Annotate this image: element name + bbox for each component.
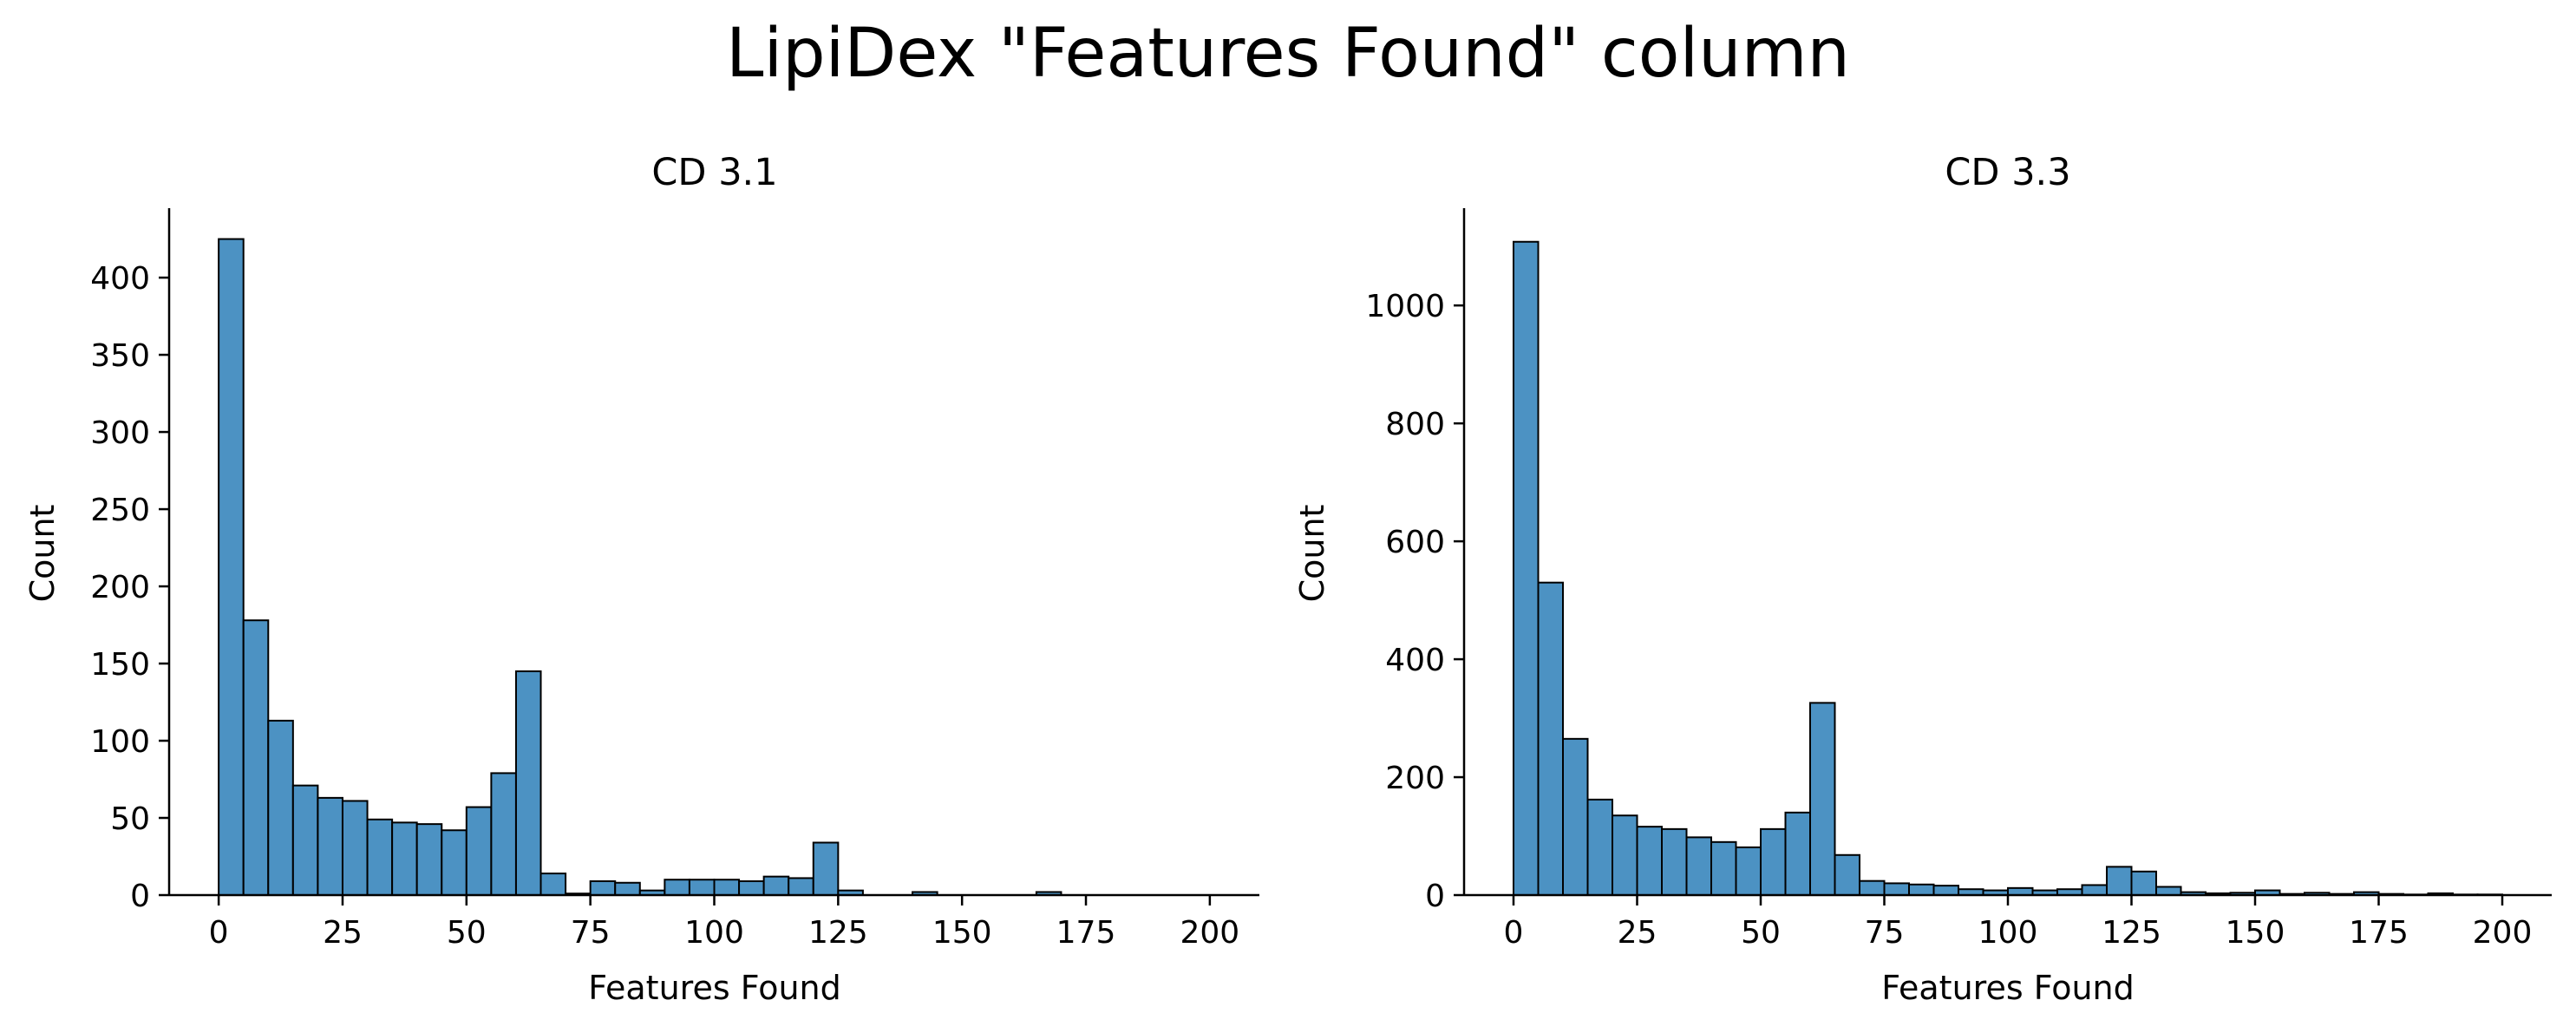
x-tick-label: 0 (209, 915, 229, 951)
y-tick-label: 800 (1385, 407, 1445, 442)
histogram-bar (341, 800, 369, 897)
histogram-panel-cd-3-1: CD 3.1 0 50 100 150 200 250 300 350 400 0 25 50 75 1… (23, 151, 1259, 1007)
histogram-bar (664, 879, 690, 897)
y-tick-label: 400 (90, 261, 150, 297)
histogram-bar (1612, 814, 1638, 897)
y-tick-label: 250 (90, 493, 150, 528)
histogram-bar (2155, 886, 2182, 897)
histogram-bar (589, 879, 617, 896)
figure-title: LipiDex "Features Found" column (726, 15, 1850, 93)
x-tick-label: 75 (571, 915, 611, 951)
y-tick-label: 0 (1425, 879, 1445, 914)
x-tick-label: 25 (323, 915, 363, 951)
histogram-bar (1859, 879, 1886, 897)
histogram-bar (1513, 240, 1540, 896)
y-tick-label: 350 (90, 338, 150, 374)
histogram-bar (539, 873, 567, 896)
x-tick-label: 175 (1056, 915, 1116, 951)
x-tick-label: 25 (1618, 915, 1657, 951)
y-tick-label: 200 (90, 570, 150, 605)
x-tick-label: 175 (2349, 915, 2409, 951)
y-tick-label: 600 (1385, 525, 1445, 560)
histogram-bar (465, 806, 493, 896)
histogram-bar (441, 829, 467, 897)
y-ticks: 0 200 400 600 800 1000 (1365, 289, 1464, 914)
histogram-panel-cd-3-3: CD 3.3 0 200 400 600 800 1000 0 25 50 75 100 125 15… (1293, 151, 2552, 1007)
y-tick-label: 400 (1385, 643, 1445, 678)
bars (218, 238, 1062, 897)
y-tick-label: 300 (90, 415, 150, 451)
histogram-bar (2081, 884, 2108, 897)
histogram-bar (415, 823, 443, 896)
x-tick-label: 75 (1865, 915, 1905, 951)
histogram-bar (267, 719, 294, 896)
y-ticks: 0 50 100 150 200 250 300 350 400 (90, 261, 169, 914)
histogram-bar (2106, 866, 2133, 896)
histogram-bar (1636, 826, 1663, 896)
x-tick-label: 0 (1504, 915, 1524, 951)
histogram-bar (1784, 811, 1811, 896)
histogram-bar (1586, 798, 1613, 896)
histogram-bar (2130, 870, 2157, 897)
histogram-bar (762, 875, 790, 897)
histogram-bar (490, 772, 517, 897)
x-ticks: 0 25 50 75 100 125 150 175 200 (209, 895, 1240, 951)
x-axis-label: Features Found (588, 969, 841, 1007)
x-ticks: 0 25 50 75 100 125 150 175 200 (1504, 895, 2533, 951)
x-tick-label: 50 (1741, 915, 1781, 951)
y-tick-label: 100 (90, 724, 150, 760)
x-tick-label: 100 (1978, 915, 2038, 951)
x-tick-label: 200 (1180, 915, 1240, 951)
histogram-bar (614, 881, 641, 896)
histogram-bar (514, 670, 542, 896)
histogram-bar (317, 796, 343, 896)
panel-title: CD 3.1 (651, 151, 777, 194)
histogram-bar (1661, 827, 1688, 897)
histogram-bar (1883, 882, 1910, 897)
histogram-bar (291, 784, 319, 896)
y-tick-label: 150 (90, 647, 150, 683)
y-axis-label: Count (1293, 505, 1331, 603)
histogram-bar (1710, 840, 1737, 896)
histogram-bar (713, 879, 741, 897)
y-tick-label: 1000 (1365, 289, 1445, 324)
histogram-bar (1760, 827, 1787, 897)
histogram-bar (1562, 737, 1589, 897)
histogram-bar (1537, 581, 1564, 896)
x-tick-label: 125 (808, 915, 868, 951)
histogram-bar (788, 877, 814, 897)
y-tick-label: 0 (130, 879, 150, 914)
histogram-bar (242, 619, 270, 896)
histogram-bar (738, 879, 765, 896)
histogram-bar (688, 879, 716, 897)
histogram-bar (1834, 853, 1860, 896)
x-tick-label: 150 (2226, 915, 2285, 951)
x-tick-label: 50 (447, 915, 487, 951)
histogram-bar (1809, 702, 1836, 897)
x-tick-label: 100 (684, 915, 744, 951)
histogram-bar (1685, 836, 1712, 897)
y-tick-label: 50 (110, 801, 150, 837)
y-tick-label: 200 (1385, 761, 1445, 796)
panel-title: CD 3.3 (1945, 151, 2070, 194)
bars (1513, 240, 2503, 897)
histogram-bar (366, 818, 394, 897)
x-tick-label: 150 (932, 915, 992, 951)
histogram-bar (1932, 885, 1959, 896)
histogram-bar (218, 238, 245, 896)
histogram-bar (1735, 846, 1762, 896)
histogram-bar (812, 841, 840, 897)
histogram-bar (1908, 883, 1935, 896)
x-axis-label: Features Found (1881, 969, 2135, 1007)
x-tick-label: 200 (2473, 915, 2533, 951)
histogram-bar (391, 821, 418, 897)
x-tick-label: 125 (2102, 915, 2161, 951)
y-axis-label: Count (23, 505, 62, 603)
